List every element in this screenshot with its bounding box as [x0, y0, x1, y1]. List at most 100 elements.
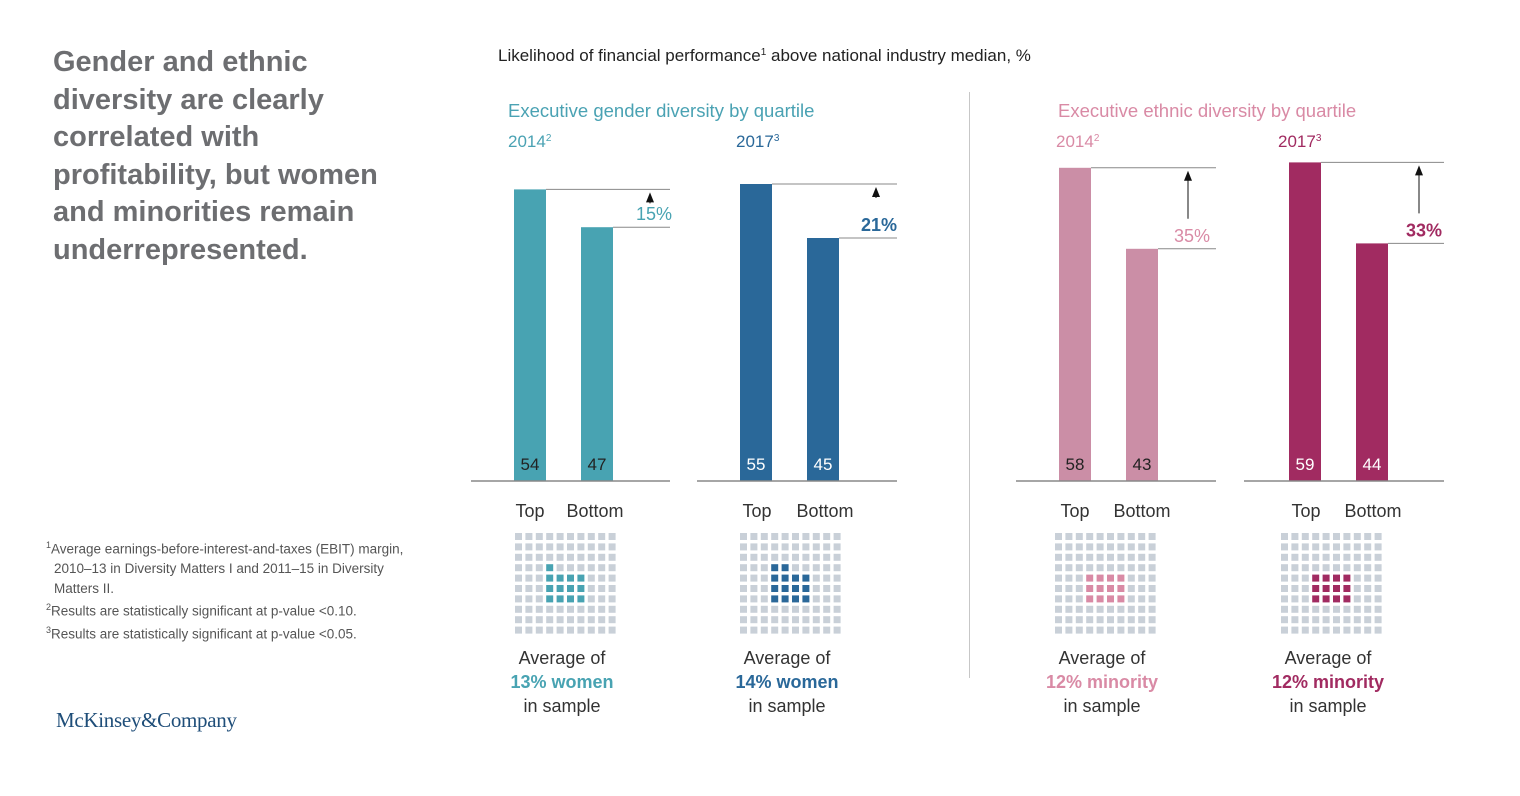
sample-cell-g0-p0	[567, 533, 574, 540]
footnote-2-marker: 2	[46, 602, 52, 612]
sample-cell-g0-p0	[598, 616, 606, 624]
sample-cell-g1-p1	[1281, 626, 1288, 634]
sample-cell-g1-p1	[1374, 553, 1382, 561]
sample-cell-g1-p0	[1086, 605, 1094, 613]
sample-cell-g0-p0	[535, 585, 543, 592]
sample-cell-g0-p1	[781, 626, 789, 634]
sample-cell-g1-p0	[1055, 595, 1062, 603]
sample-cell-g1-p1	[1374, 574, 1382, 582]
value-label-top-g0-p0: 54	[521, 455, 540, 474]
sample-cell-g0-p0	[525, 553, 533, 561]
sample-cell-g1-p0	[1096, 564, 1104, 572]
sample-cell-g1-p0	[1096, 605, 1104, 613]
sample-cell-highlight-g0-p0	[567, 574, 574, 582]
sample-cell-g0-p0	[515, 616, 522, 624]
sample-cell-g1-p0	[1148, 585, 1156, 592]
year-sup-g1-p1: 3	[1316, 133, 1322, 144]
chart-title-main: Likelihood of financial performance	[498, 46, 761, 65]
sample-cell-g1-p0	[1127, 595, 1135, 603]
category-label-bottom-g0-p0: Bottom	[566, 501, 623, 521]
sample-cell-g1-p1	[1364, 595, 1372, 603]
sample-cell-g1-p1	[1343, 605, 1351, 613]
sample-cell-g1-p1	[1281, 564, 1288, 572]
sample-cell-g0-p1	[833, 605, 841, 613]
sample-cell-g0-p0	[515, 553, 522, 561]
sample-cell-g0-p1	[740, 616, 747, 624]
sample-cell-highlight-g1-p1	[1333, 574, 1340, 582]
sample-cell-g0-p1	[823, 585, 831, 592]
sample-cell-g0-p0	[535, 574, 543, 582]
sample-cell-g0-p0	[577, 626, 585, 634]
sample-cell-g0-p0	[608, 626, 616, 634]
sample-cell-g1-p1	[1353, 533, 1361, 540]
sample-cell-g0-p0	[587, 595, 595, 603]
sample-cell-g1-p1	[1353, 553, 1361, 561]
sample-cell-g1-p1	[1312, 605, 1320, 613]
sample-cell-g0-p0	[515, 543, 522, 551]
sample-cell-g0-p0	[587, 533, 595, 540]
sample-cell-g0-p0	[515, 574, 522, 582]
sample-cell-g1-p0	[1055, 574, 1062, 582]
sample-cell-g0-p1	[760, 585, 768, 592]
sample-cell-g0-p1	[740, 533, 747, 540]
sample-cell-highlight-g1-p0	[1107, 595, 1114, 603]
sample-cell-highlight-g1-p1	[1343, 585, 1351, 592]
sample-cell-g1-p1	[1281, 533, 1288, 540]
sample-cell-g1-p1	[1364, 533, 1372, 540]
year-text-g0-p1: 2017	[736, 132, 774, 151]
sample-cell-g1-p0	[1117, 553, 1125, 561]
sample-cell-highlight-g0-p1	[781, 564, 789, 572]
footnote-1: 1Average earnings-before-interest-and-ta…	[46, 536, 406, 598]
sample-cell-g0-p0	[525, 616, 533, 624]
sample-cell-g0-p0	[525, 564, 533, 572]
sample-cell-highlight-g1-p1	[1322, 585, 1330, 592]
sample-cell-g1-p0	[1075, 543, 1083, 551]
sample-cell-g1-p0	[1138, 616, 1146, 624]
sample-cell-g0-p0	[515, 605, 522, 613]
sample-cell-g1-p1	[1374, 605, 1382, 613]
value-label-bottom-g1-p0: 43	[1133, 455, 1152, 474]
diff-label-g0-p0: 15%	[636, 204, 672, 224]
sample-cell-g1-p1	[1364, 585, 1372, 592]
sample-cell-highlight-g0-p1	[781, 585, 789, 592]
sample-cell-g1-p1	[1291, 533, 1299, 540]
sample-cell-g1-p1	[1364, 616, 1372, 624]
sample-cell-g0-p1	[750, 533, 758, 540]
sample-cell-g1-p1	[1374, 533, 1382, 540]
diff-arrow-head-g1-p1	[1415, 165, 1423, 176]
sample-cell-g1-p1	[1333, 553, 1340, 561]
sample-cell-g0-p0	[546, 605, 554, 613]
sample-cell-g1-p0	[1096, 616, 1104, 624]
sample-cell-g0-p0	[608, 533, 616, 540]
sample-cell-g1-p0	[1075, 564, 1083, 572]
diff-arrow-head-g1-p0	[1184, 170, 1192, 181]
sample-cell-g1-p1	[1301, 626, 1309, 634]
sample-cell-g0-p1	[802, 616, 810, 624]
sample-cell-g1-p0	[1117, 564, 1125, 572]
sample-cell-g0-p1	[823, 616, 831, 624]
sample-cell-g0-p0	[556, 605, 564, 613]
sample-cell-g1-p1	[1301, 585, 1309, 592]
sample-cell-g1-p0	[1117, 533, 1125, 540]
sample-cell-g1-p0	[1055, 543, 1062, 551]
year-text-g0-p0: 2014	[508, 132, 546, 151]
sample-cell-g1-p1	[1353, 616, 1361, 624]
sample-cell-g0-p1	[750, 553, 758, 561]
sample-cell-g1-p1	[1374, 595, 1382, 603]
sample-cell-g0-p1	[812, 585, 820, 592]
sample-cell-highlight-g1-p0	[1086, 585, 1094, 592]
sample-cell-g0-p0	[598, 605, 606, 613]
sample-cell-g1-p1	[1281, 585, 1288, 592]
sample-cell-g0-p1	[760, 626, 768, 634]
sample-cell-g0-p1	[833, 595, 841, 603]
sample-cell-g0-p0	[525, 626, 533, 634]
sample-cell-g0-p1	[833, 543, 841, 551]
sample-cell-highlight-g1-p0	[1096, 585, 1104, 592]
sample-cell-g0-p1	[760, 533, 768, 540]
sample-cell-g1-p1	[1353, 626, 1361, 634]
sample-cell-g1-p0	[1065, 543, 1073, 551]
sample-cell-g0-p0	[598, 564, 606, 572]
sample-cell-g0-p0	[556, 616, 564, 624]
bar-bottom-g1-p1	[1356, 243, 1388, 481]
sample-cell-g0-p0	[587, 564, 595, 572]
